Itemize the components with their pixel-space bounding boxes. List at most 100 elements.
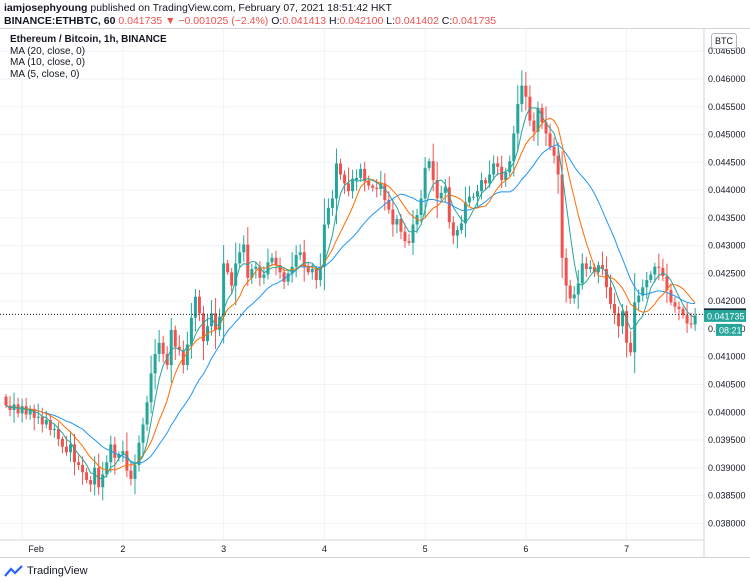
candle-body (484, 180, 488, 184)
currency-badge[interactable]: BTC (711, 33, 737, 49)
tradingview-logo-icon (4, 565, 23, 577)
legend-title[interactable]: Ethereum / Bitcoin, 1h, BINANCE (10, 34, 167, 45)
candle-body (584, 263, 588, 269)
candle-body (524, 85, 528, 97)
candle-body (677, 306, 681, 309)
y-tick-label: 0.041000 (708, 352, 746, 362)
footer-brand[interactable]: TradingView (27, 565, 88, 577)
candle-body (238, 252, 242, 264)
low-label: L: (386, 15, 396, 27)
candle-body (488, 174, 492, 184)
candle-body (451, 222, 455, 236)
candle-body (185, 344, 189, 366)
candle-body (121, 451, 125, 454)
candle-body (105, 462, 109, 475)
candle-body (226, 263, 230, 273)
candle-body (576, 283, 580, 295)
low-value: 0.041402 (395, 15, 439, 27)
y-tick-label: 0.044500 (708, 157, 746, 167)
candle-body (604, 268, 608, 288)
candle-body (492, 163, 496, 175)
candle-body (351, 180, 355, 192)
candle-body (621, 311, 625, 327)
symbol-label[interactable]: BINANCE:ETHBTC, 60 (4, 15, 116, 27)
author-name[interactable]: iamjosephyoung (4, 2, 88, 14)
candle-body (282, 272, 286, 282)
candle-body (278, 265, 282, 273)
y-tick-label: 0.040000 (708, 407, 746, 417)
candle-body (371, 185, 375, 188)
candle-body (693, 315, 697, 325)
candle-body (266, 262, 270, 275)
candle-body (588, 266, 592, 269)
candle-body (544, 122, 548, 134)
candle-body (330, 198, 334, 208)
open-value: 0.041413 (282, 15, 327, 27)
candle-body (415, 215, 419, 225)
candle-body (230, 272, 234, 286)
candle-body (60, 438, 64, 447)
candle-body (665, 276, 669, 291)
candle-body (338, 163, 342, 175)
y-tick-label: 0.044000 (708, 185, 746, 195)
candle-body (246, 244, 250, 278)
candle-body (548, 133, 552, 147)
open-label: O: (271, 15, 283, 27)
candle-body (596, 265, 600, 273)
candle-body (463, 202, 467, 224)
candle-body (149, 373, 153, 403)
candle-body (222, 263, 226, 317)
candle-body (44, 420, 48, 425)
candle-body (64, 446, 68, 453)
candle-body (629, 342, 633, 353)
candle-body (4, 396, 8, 406)
candle-body (427, 161, 431, 168)
legend-ma20[interactable]: MA (20, close, 0) (10, 45, 86, 57)
legend-ma5[interactable]: MA (5, close, 0) (10, 68, 80, 80)
candle-body (600, 265, 604, 269)
candle-body (189, 317, 193, 345)
candle-body (689, 323, 693, 325)
ma5-line (5, 107, 696, 480)
x-tick-label: Feb (28, 544, 44, 554)
chart-legend: Ethereum / Bitcoin, 1h, BINANCE MA (20, … (10, 34, 167, 80)
y-tick-label: 0.038500 (708, 491, 746, 501)
candle-body (459, 223, 463, 231)
candle-body (649, 274, 653, 281)
candle-body (117, 453, 121, 458)
price-axis: 0.038000 0.038500 0.039000 0.039500 0.040000… (0, 29, 750, 558)
y-tick-label: 0.039500 (708, 435, 746, 445)
y-tick-label: 0.043500 (708, 213, 746, 223)
candle-body (20, 406, 24, 414)
candle-body (113, 444, 117, 458)
candle-body (443, 187, 447, 193)
legend-ma10[interactable]: MA (10, close, 0) (10, 57, 86, 68)
candle-body (40, 416, 44, 425)
candle-body (326, 207, 330, 225)
candle-body (367, 181, 371, 186)
candle-body (129, 470, 133, 479)
candle-body (85, 472, 89, 481)
candle-body (270, 257, 274, 263)
candle-body (250, 268, 254, 278)
candle-body (431, 161, 435, 181)
candle-body (375, 187, 379, 189)
candle-body (480, 180, 484, 192)
candle-body (314, 268, 318, 281)
candle-body (613, 303, 617, 314)
candle-body (455, 230, 459, 236)
tradingview-footer: TradingView (4, 562, 88, 580)
candle-body (32, 408, 36, 418)
y-tick-label: 0.043000 (708, 241, 746, 251)
last-price-label: 0.041735 (707, 311, 745, 321)
y-tick-label: 0.045000 (708, 130, 746, 140)
candle-body (435, 180, 439, 199)
candle-body (242, 244, 246, 253)
candle-body (552, 146, 556, 156)
candle-body (145, 402, 149, 425)
candle-body (592, 266, 596, 273)
candle-body (504, 172, 508, 181)
candle-body (641, 287, 645, 296)
grid (0, 29, 703, 540)
